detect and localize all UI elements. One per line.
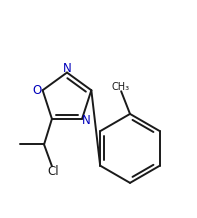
Text: Cl: Cl: [47, 165, 59, 178]
Text: O: O: [33, 84, 42, 97]
Text: N: N: [63, 62, 71, 75]
Text: N: N: [82, 114, 91, 127]
Text: CH₃: CH₃: [111, 82, 129, 92]
